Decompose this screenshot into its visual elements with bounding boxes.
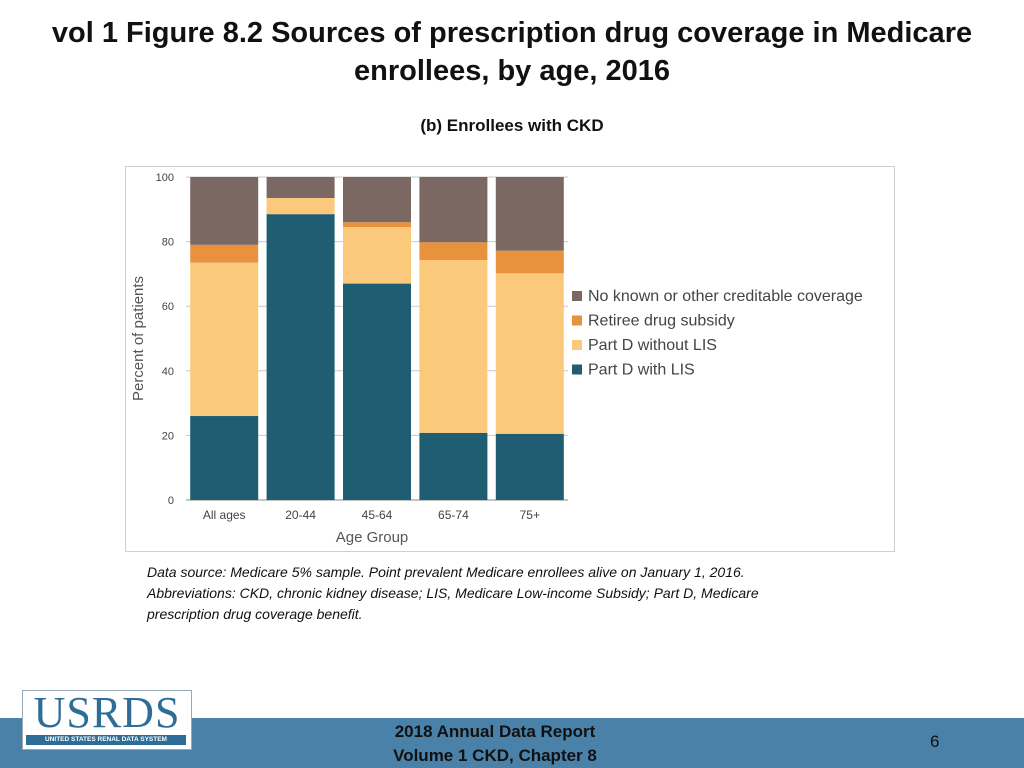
bar-segment [495, 273, 564, 434]
legend-swatch [572, 315, 582, 326]
bar-segment [190, 177, 259, 245]
bar-segment [419, 177, 488, 243]
bar-segment [419, 432, 488, 500]
bar-segment [495, 177, 564, 251]
y-tick-label: 80 [162, 237, 174, 249]
legend-label: Part D with LIS [588, 362, 695, 379]
logo-text: USRDS [33, 688, 181, 737]
bar-segment [343, 227, 411, 284]
source-line-3: prescription drug coverage benefit. [147, 606, 363, 622]
bar-segment [419, 242, 488, 261]
x-tick-label: 20-44 [285, 508, 316, 522]
legend-swatch [572, 291, 582, 301]
bar-segment [266, 197, 335, 215]
source-line-2: Abbreviations: CKD, chronic kidney disea… [147, 585, 759, 601]
y-tick-label: 40 [162, 366, 174, 378]
legend-label: No known or other creditable coverage [588, 288, 863, 305]
bar-segment [419, 260, 488, 433]
x-tick-label: All ages [203, 508, 246, 522]
legend-swatch [572, 364, 582, 375]
stacked-bar-chart: 0 20 40 60 80 100 All ages 20-44 45-64 65-74 75+ Ag… [130, 172, 863, 546]
bar-segment [495, 250, 564, 274]
data-source-note: Data source: Medicare 5% sample. Point p… [147, 562, 867, 625]
usrds-logo: USRDS UNITED STATES RENAL DATA SYSTEM [22, 688, 192, 750]
logo-band [26, 735, 186, 745]
bar-segment [190, 244, 259, 263]
chart-frame: 0 20 40 60 80 100 All ages 20-44 45-64 65-74 75+ Ag… [125, 166, 895, 552]
y-axis-title: Percent of patients [130, 276, 147, 401]
y-tick-label: 20 [162, 430, 174, 442]
bar-segment [495, 433, 564, 500]
legend-label: Retiree drug subsidy [588, 313, 735, 330]
bar-segment [266, 177, 335, 198]
legend-label: Part D without LIS [588, 337, 717, 354]
report-name: 2018 Annual Data Report Volume 1 CKD, Ch… [340, 720, 650, 768]
report-line-2: Volume 1 CKD, Chapter 8 [393, 746, 597, 765]
bar-segment [190, 262, 259, 417]
logo-subtext: UNITED STATES RENAL DATA SYSTEM [45, 736, 167, 743]
x-tick-label: 75+ [520, 508, 540, 522]
bar-segment [266, 214, 335, 500]
bar-segment [190, 416, 259, 500]
report-line-1: 2018 Annual Data Report [394, 722, 596, 741]
page-number: 6 [930, 732, 940, 751]
y-tick-label: 0 [168, 495, 174, 507]
source-line-1: Data source: Medicare 5% sample. Point p… [147, 564, 745, 580]
chart-subtitle: (b) Enrollees with CKD [420, 116, 604, 135]
bar-segment [343, 283, 411, 500]
x-axis-title: Age Group [336, 529, 409, 546]
x-tick-label: 65-74 [438, 508, 469, 522]
y-tick-label: 100 [156, 172, 174, 184]
bar-segment [343, 222, 411, 228]
x-tick-label: 45-64 [362, 508, 393, 522]
page-title: vol 1 Figure 8.2 Sources of prescription… [51, 17, 973, 87]
legend-swatch [572, 340, 582, 350]
bar-segment [343, 177, 411, 223]
y-tick-label: 60 [162, 301, 174, 313]
